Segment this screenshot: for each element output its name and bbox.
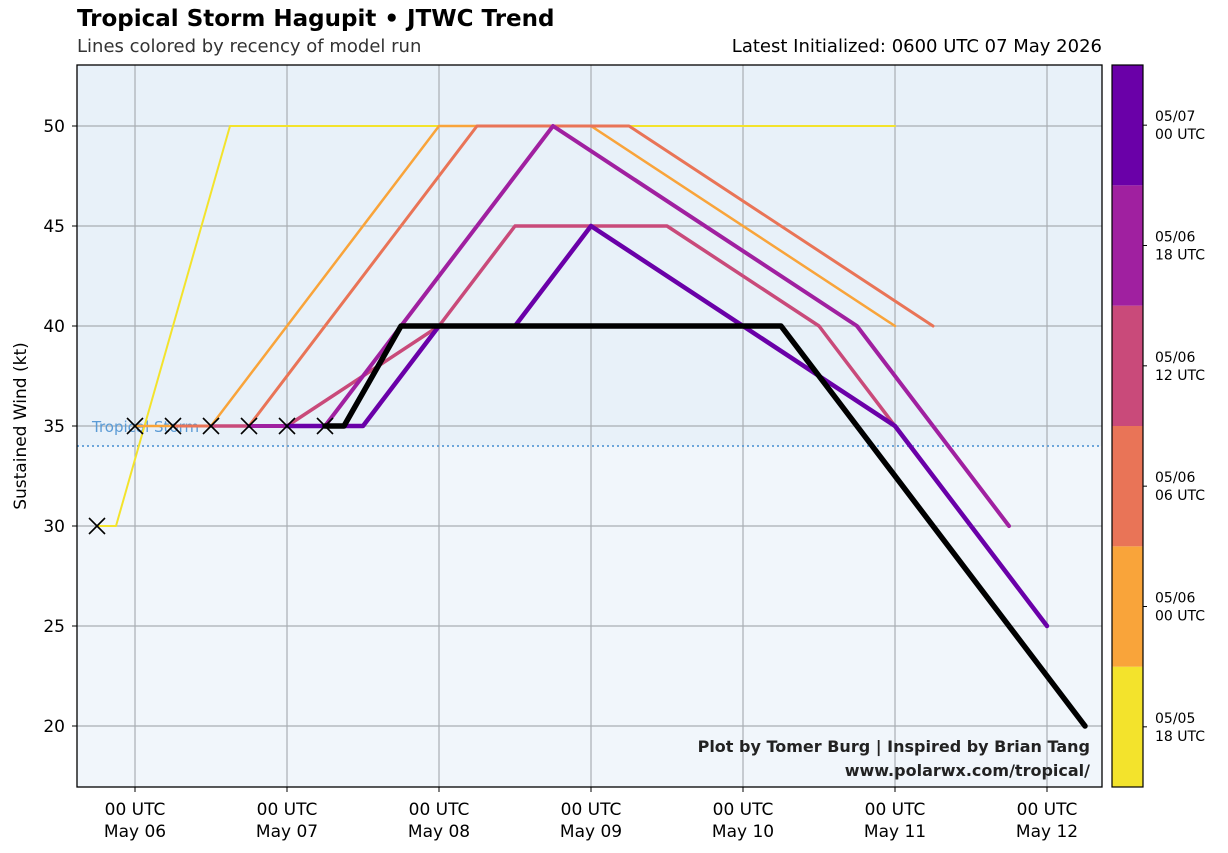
x-tick-date-label: May 08 [408,822,470,842]
chart-subtitle: Lines colored by recency of model run [77,36,422,57]
x-tick-label: 00 UTC [257,800,318,820]
y-tick-label: 20 [43,717,65,737]
observed-marker [126,417,144,435]
colorbar-label-time: 00 UTC [1155,609,1205,625]
observed-marker [278,417,296,435]
y-axis-label: Sustained Wind (kt) [11,342,31,510]
colorbar-label-time: 12 UTC [1155,368,1205,384]
y-tick-label: 40 [43,317,65,337]
colorbar-label-time: 00 UTC [1155,127,1205,143]
credit-line-2: www.polarwx.com/tropical/ [845,761,1090,780]
colorbar-label-date: 05/06 [1155,230,1195,246]
series-line-05-05-18-UTC [96,125,896,527]
series-line-05-07-06-UTC [322,323,1088,729]
colorbar-label-date: 05/06 [1155,350,1195,366]
credit-line-1: Plot by Tomer Burg | Inspired by Brian T… [698,737,1090,757]
series-line-05-07-00-UTC [284,223,1050,629]
x-tick-label: 00 UTC [409,800,470,820]
colorbar-segment [1112,546,1143,667]
colorbar-label-time: 18 UTC [1155,248,1205,264]
x-tick-label: 00 UTC [105,800,166,820]
colorbar-segment [1112,185,1143,306]
colorbar-label-date: 05/05 [1155,711,1195,727]
colorbar-segment [1112,305,1143,426]
colorbar: 05/05 18 UTC 05/06 00 UTC 05/06 06 UTC 05/06 12… [1111,64,1205,788]
x-tick-date-label: May 09 [560,822,622,842]
x-tick-label: 00 UTC [713,800,774,820]
colorbar-label-time: 18 UTC [1155,729,1205,745]
observed-marker [316,417,334,435]
x-tick-label: 00 UTC [561,800,622,820]
x-tick-date-label: May 06 [104,822,166,842]
colorbar-label-date: 05/07 [1155,109,1195,125]
x-tick-label: 00 UTC [865,800,926,820]
y-tick-label: 30 [43,517,65,537]
observed-marker [88,517,106,535]
x-tick-label: 00 UTC [1017,800,1078,820]
observed-marker [164,417,182,435]
x-tick-date-label: May 07 [256,822,318,842]
x-tick-date-label: May 12 [1016,822,1078,842]
x-tick-date-label: May 10 [712,822,774,842]
colorbar-frame [1111,64,1144,788]
colorbar-segment [1112,65,1143,186]
series-group [88,124,1088,729]
y-tick-label: 45 [43,217,65,237]
observed-marker [240,417,258,435]
plot-background-upper [77,65,1102,446]
colorbar-segment [1112,666,1143,787]
x-tick-date-label: May 11 [864,822,926,842]
colorbar-label-date: 05/06 [1155,591,1195,607]
chart-title: Tropical Storm Hagupit • JTWC Trend [77,6,555,32]
observed-marker [202,417,220,435]
y-tick-label: 35 [43,417,65,437]
y-tick-label: 25 [43,617,65,637]
plot-background-lower [77,446,1102,787]
colorbar-segment [1112,426,1143,547]
colorbar-label-date: 05/06 [1155,470,1195,486]
latest-initialized: Latest Initialized: 0600 UTC 07 May 2026 [731,36,1102,57]
y-tick-label: 50 [43,117,65,137]
colorbar-label-time: 06 UTC [1155,488,1205,504]
